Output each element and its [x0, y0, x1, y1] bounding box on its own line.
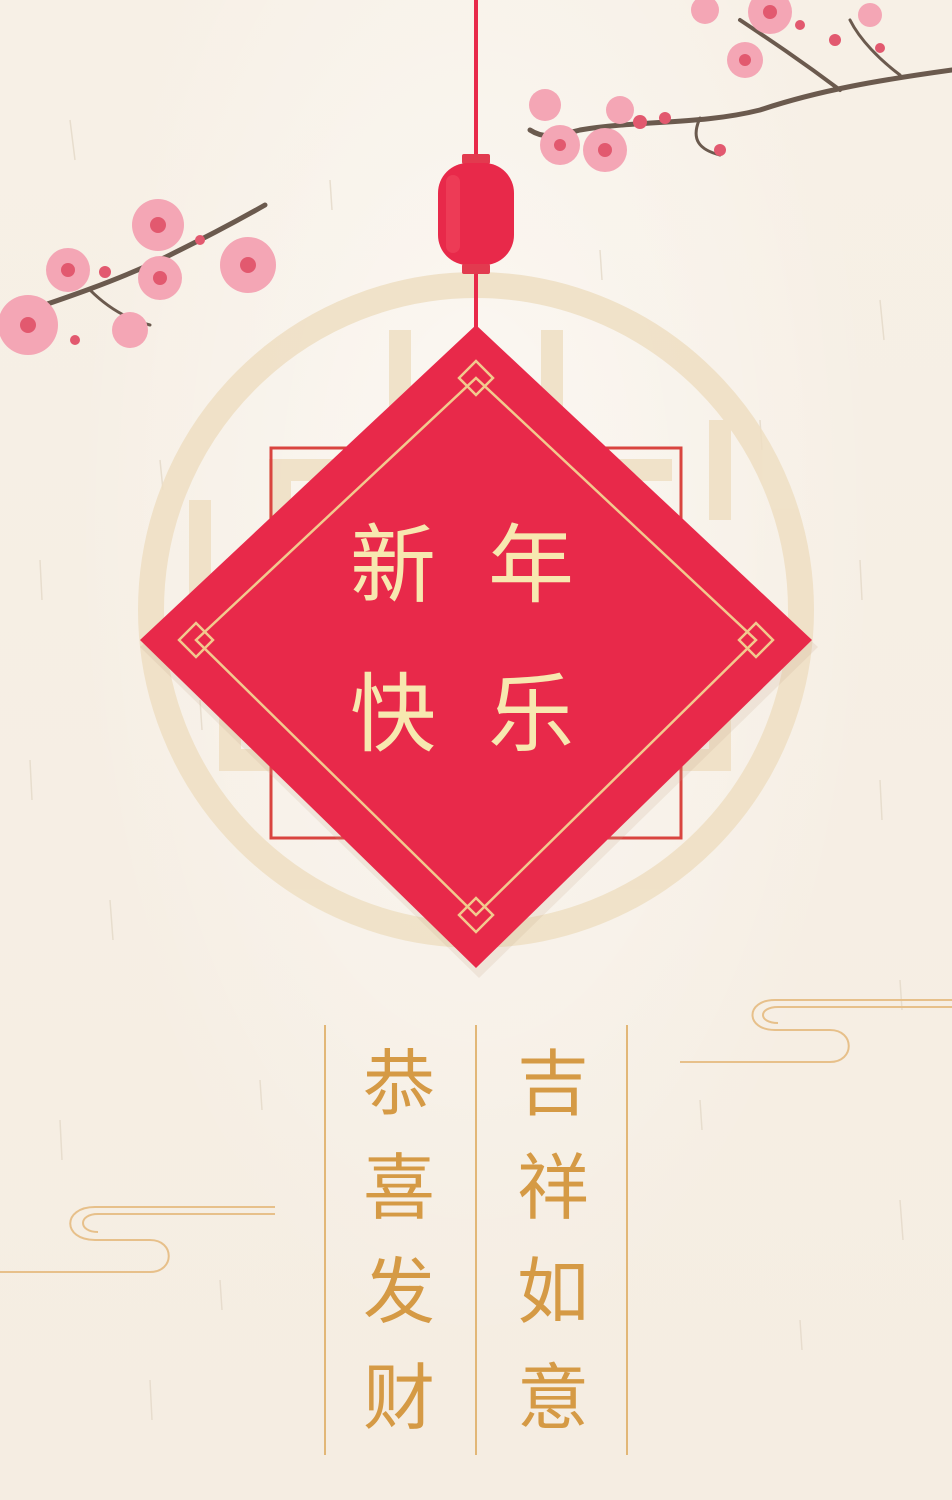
auspicious-cloud-right [680, 999, 952, 1063]
red-lantern-bead [438, 154, 514, 274]
column-dividers [324, 1025, 628, 1455]
auspicious-cloud-left [0, 1206, 275, 1273]
right-column-char-2: 祥 [516, 1146, 589, 1230]
plum-blossom-branch-left [0, 199, 276, 355]
title-char-2: 年 [488, 516, 574, 616]
left-column-char-1: 恭 [362, 1042, 435, 1126]
title-char-1: 新 [350, 516, 436, 616]
plum-blossom-branch-top [527, 0, 952, 172]
title-char-3: 快 [350, 665, 436, 765]
left-column-char-3: 发 [362, 1250, 435, 1334]
right-column-char-3: 如 [516, 1250, 589, 1334]
red-diamond-plaque [140, 325, 812, 968]
right-column-char-1: 吉 [516, 1042, 589, 1126]
left-column-char-4: 财 [362, 1356, 435, 1440]
left-column-char-2: 喜 [362, 1146, 435, 1230]
title-char-4: 乐 [488, 665, 574, 765]
right-column-char-4: 意 [516, 1356, 589, 1440]
